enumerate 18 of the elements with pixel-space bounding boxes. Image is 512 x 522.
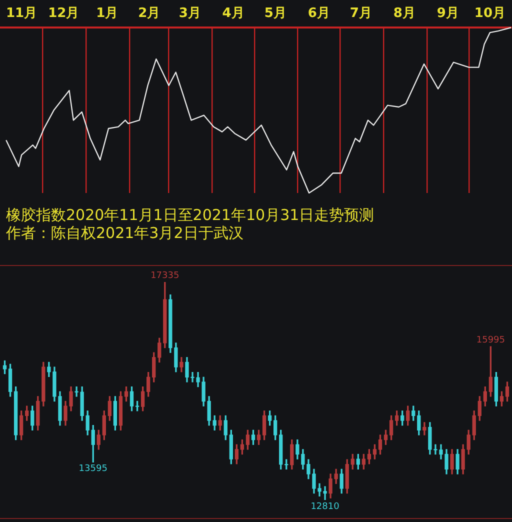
x-tick-label: 8月 xyxy=(393,6,416,22)
x-tick-label: 2月 xyxy=(138,6,160,22)
x-tick-label: 3月 xyxy=(178,6,201,22)
x-tick-label: 5月 xyxy=(264,6,286,22)
x-tick-label: 1月 xyxy=(96,6,118,22)
x-tick-label: 9月 xyxy=(436,6,459,22)
annotation: 15995 xyxy=(476,335,505,346)
annotation: 17335 xyxy=(150,270,180,281)
x-tick-label: 12月 xyxy=(48,6,80,22)
annotation: 13595 xyxy=(78,464,108,474)
x-tick-label: 11月 xyxy=(6,6,38,22)
x-tick-label: 7月 xyxy=(350,6,372,22)
x-tick-label: 4月 xyxy=(222,6,244,22)
x-tick-label: 10月 xyxy=(474,6,506,22)
x-tick-label: 6月 xyxy=(308,6,330,22)
annotation: 12810 xyxy=(310,502,340,512)
text: 作者：陈自权2021年3月2日于武汉 xyxy=(6,224,244,242)
text: 橡胶指数2020年11月1日至2021年10月31日走势预测 xyxy=(6,206,374,224)
